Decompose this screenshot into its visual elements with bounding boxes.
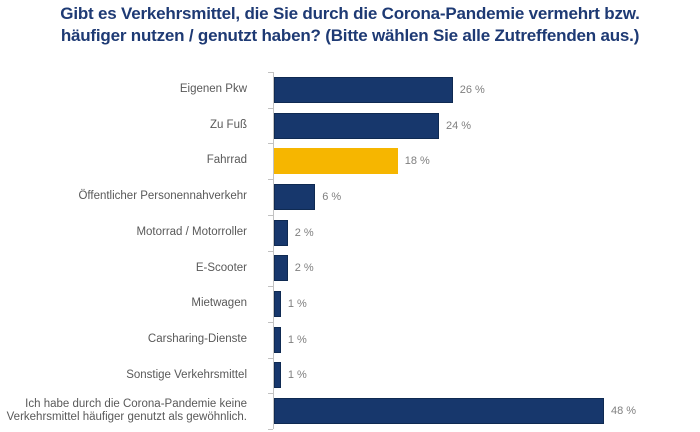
- category-label: Sonstige Verkehrsmittel: [126, 368, 247, 381]
- value-label: 24 %: [446, 119, 472, 132]
- bar-track: 2 %: [273, 250, 700, 286]
- axis-tick: [268, 429, 273, 430]
- chart-title-line-2: häufiger nutzen / genutzt haben? (Bitte …: [60, 26, 640, 45]
- category-label: Fahrrad: [206, 154, 247, 167]
- bar-track: 1 %: [273, 322, 700, 358]
- axis-tick: [268, 72, 273, 73]
- bar-track: 6 %: [273, 179, 700, 215]
- chart-row: Zu Fuß 24 %: [0, 108, 700, 144]
- chart-row: Fahrrad 18 %: [0, 143, 700, 179]
- bar-track: 26 %: [273, 72, 700, 108]
- chart-row: Carsharing-Dienste 1 %: [0, 322, 700, 358]
- category-axis-line: [273, 72, 274, 429]
- chart-row: E-Scooter 2 %: [0, 250, 700, 286]
- value-label: 26 %: [459, 83, 485, 96]
- axis-tick: [268, 107, 273, 109]
- category-label: Motorrad / Motorroller: [136, 225, 247, 238]
- bar-track: 48 %: [273, 393, 700, 429]
- bar: [274, 183, 316, 210]
- category-label: Öffentlicher Personennahverkehr: [78, 190, 247, 203]
- axis-tick: [268, 179, 273, 181]
- axis-tick: [268, 393, 273, 395]
- axis-tick: [268, 321, 273, 323]
- bar: [274, 76, 453, 103]
- bar-chart: Eigenen Pkw 26 % Zu Fuß 24 % Fahrrad 18 % Öffe…: [0, 72, 700, 430]
- axis-tick: [268, 357, 273, 359]
- bar: [274, 112, 439, 139]
- axis-tick: [268, 214, 273, 216]
- bar-track: 24 %: [273, 108, 700, 144]
- value-label: 1 %: [287, 369, 307, 382]
- category-label: Zu Fuß: [209, 118, 247, 131]
- bar: [274, 398, 604, 425]
- axis-tick: [268, 143, 273, 145]
- chart-row: Eigenen Pkw 26 %: [0, 72, 700, 108]
- bar-track: 2 %: [273, 215, 700, 251]
- category-label: Ich habe durch die Corona-Pandemie keine…: [6, 397, 247, 424]
- chart-row: Mietwagen 1 %: [0, 286, 700, 322]
- value-label: 1 %: [287, 333, 307, 346]
- chart-row: Sonstige Verkehrsmittel 1 %: [0, 358, 700, 394]
- value-label: 2 %: [294, 262, 314, 275]
- category-label: E-Scooter: [195, 261, 247, 274]
- chart-title-line-1: Gibt es Verkehrsmittel, die Sie durch di…: [60, 4, 640, 23]
- bar: [274, 362, 281, 389]
- chart-row: Öffentlicher Personennahverkehr 6 %: [0, 179, 700, 215]
- value-label: 18 %: [404, 155, 430, 168]
- chart-row: Motorrad / Motorroller 2 %: [0, 215, 700, 251]
- axis-tick: [268, 250, 273, 252]
- bar-track: 1 %: [273, 358, 700, 394]
- chart-rows: Eigenen Pkw 26 % Zu Fuß 24 % Fahrrad 18 % Öffe…: [0, 72, 700, 429]
- bar: [274, 255, 288, 282]
- category-label: Mietwagen: [191, 297, 247, 310]
- value-label: 2 %: [294, 226, 314, 239]
- value-label: 1 %: [287, 297, 307, 310]
- value-label: 48 %: [611, 405, 637, 418]
- category-label: Carsharing-Dienste: [147, 332, 247, 345]
- category-label: Eigenen Pkw: [179, 83, 247, 96]
- chart-row: Ich habe durch die Corona-Pandemie keine…: [0, 393, 700, 429]
- axis-tick: [268, 286, 273, 288]
- value-label: 6 %: [322, 190, 342, 203]
- bar: [274, 290, 281, 317]
- chart-title: Gibt es Verkehrsmittel, die Sie durch di…: [0, 3, 700, 47]
- bar: [274, 219, 288, 246]
- bar-highlighted: [274, 148, 398, 175]
- bar: [274, 326, 281, 353]
- bar-track: 18 %: [273, 143, 700, 179]
- bar-track: 1 %: [273, 286, 700, 322]
